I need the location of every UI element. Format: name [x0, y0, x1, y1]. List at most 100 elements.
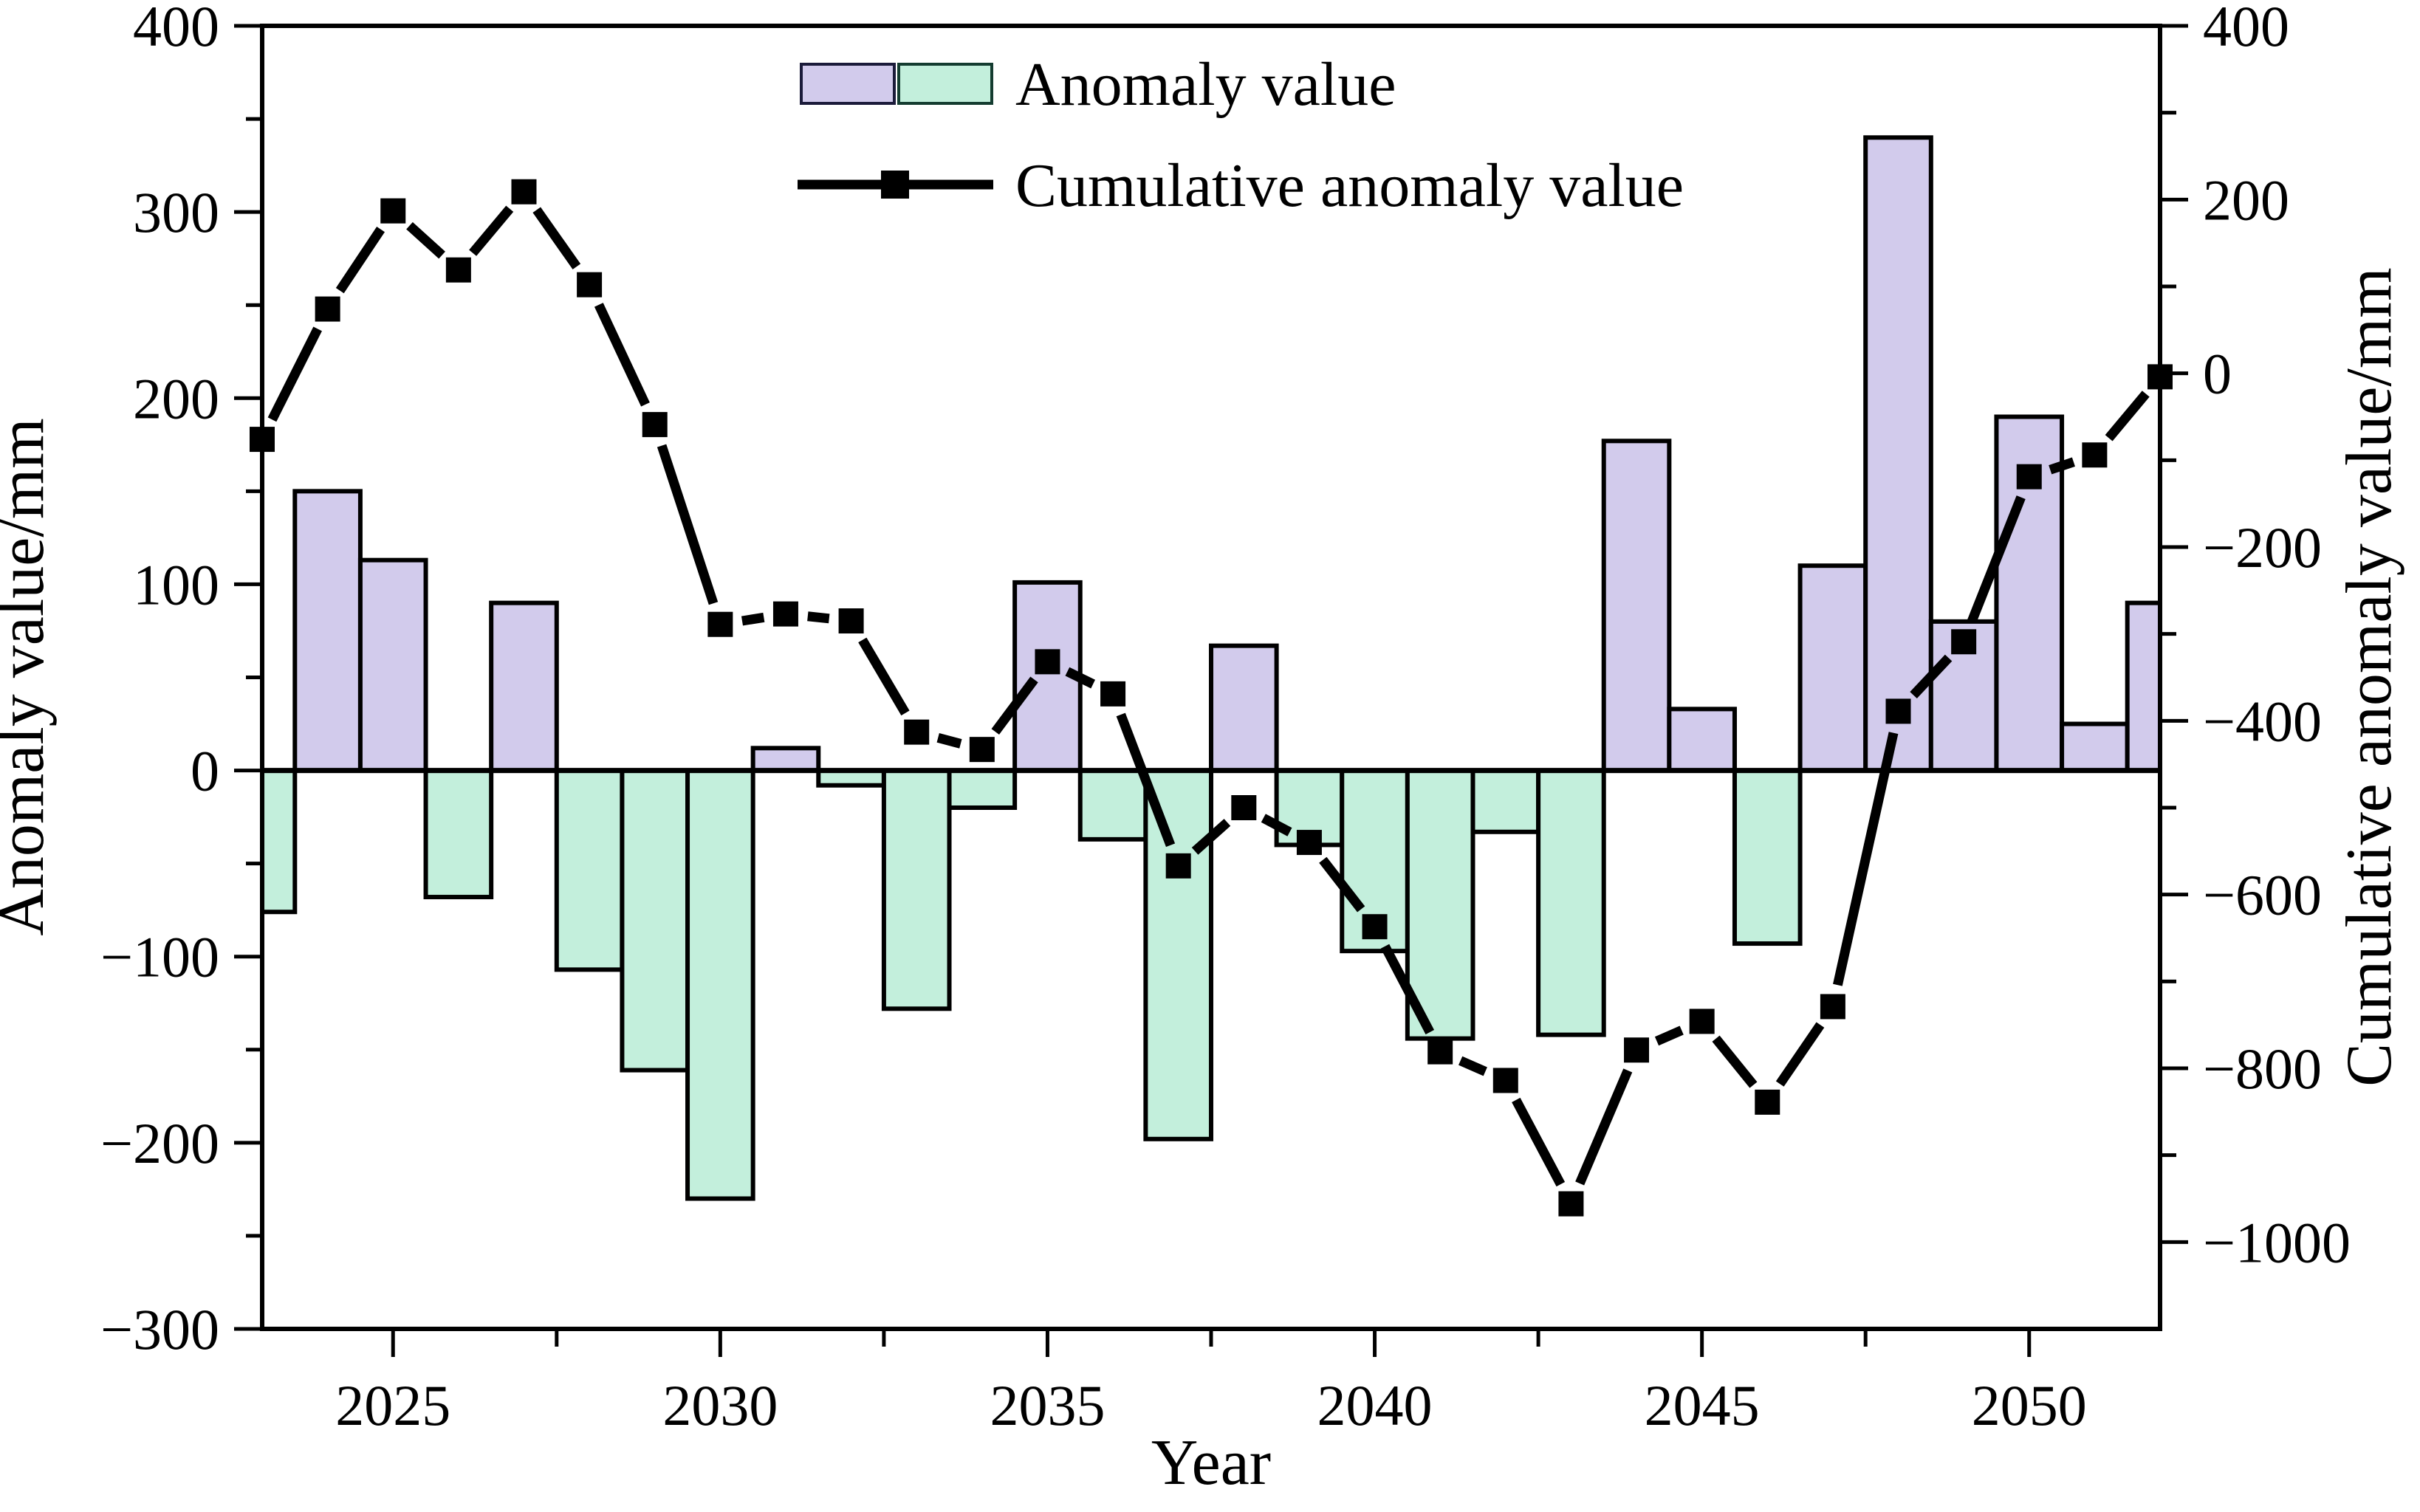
cumulative-segment-2037-2038: [1191, 819, 1231, 855]
left-axis-title: Anomaly value/mm: [0, 418, 58, 935]
anomaly-negative-swatch: [897, 63, 993, 105]
marker-2043: [1558, 1191, 1584, 1217]
left-tick-label-100: 100: [133, 552, 219, 616]
right-axis-title: Cumulative anomaly value/mm: [2334, 267, 2405, 1087]
x-tick-label-2025: 2025: [335, 1373, 450, 1437]
marker-2024: [315, 296, 340, 322]
right-tick-label--800: −800: [2203, 1037, 2322, 1101]
marker-2034: [969, 737, 995, 763]
marker-2048: [1885, 698, 1911, 724]
cumulative-segment-2043-2044: [1575, 1068, 1633, 1186]
left-tick-label-200: 200: [133, 366, 219, 430]
bar-2044: [1601, 439, 1672, 773]
bars-group: [262, 135, 2160, 1201]
cumulative-segment-2040-2041: [1380, 944, 1435, 1035]
cumulative-segment-2049-2050: [1967, 495, 2026, 623]
marker-2047: [1820, 994, 1845, 1020]
marker-2028: [577, 272, 603, 298]
marker-2032: [838, 608, 864, 634]
right-tick-label--1000: −1000: [2203, 1210, 2351, 1274]
x-tick-label-2030: 2030: [662, 1373, 778, 1437]
bar-2036: [1077, 768, 1148, 842]
marker-2046: [1755, 1089, 1780, 1115]
cumulative-segment-2029-2030: [657, 444, 719, 605]
marker-2036: [1100, 681, 1126, 707]
cumulative-segment-2048-2049: [1910, 654, 1953, 699]
left-tick-label-400: 400: [133, 0, 219, 58]
bar-2025: [357, 557, 428, 773]
cumulative-segment-2039-2040: [1319, 856, 1365, 913]
marker-2026: [445, 257, 471, 283]
bar-2026: [423, 768, 494, 900]
cumulative-segment-2042-2043: [1512, 1097, 1566, 1187]
bar-2051: [2060, 721, 2130, 773]
marker-2045: [1689, 1008, 1715, 1034]
cumulative-segment-2041-2042: [1458, 1056, 1487, 1076]
left-tick-label--200: −200: [100, 1111, 219, 1175]
cumulative-segment-2033-2034: [936, 733, 962, 749]
legend-cumulative-label: Cumulative anomaly value: [1015, 151, 1684, 220]
bar-2037: [1143, 768, 1213, 1141]
left-tick-label-0: 0: [191, 739, 219, 803]
right-tick-label--600: −600: [2203, 863, 2322, 927]
marker-2038: [1231, 795, 1257, 820]
x-axis-title: Year: [1151, 1427, 1271, 1499]
bar-2045: [1667, 707, 1737, 773]
cumulative-segment-2036-2037: [1116, 712, 1176, 848]
cumulative-segment-2032-2033: [858, 637, 910, 716]
right-tick-label-0: 0: [2203, 342, 2232, 406]
bar-2041: [1405, 768, 1475, 1041]
legend-anomaly-label: Anomaly value: [1015, 50, 1396, 119]
marker-2049: [1951, 629, 1977, 655]
cumulative-segment-2047-2048: [1833, 732, 1899, 986]
cumulative-segment-2050-2051: [2049, 457, 2075, 475]
bar-2033: [881, 768, 952, 1011]
x-tick-label-2050: 2050: [1972, 1373, 2087, 1437]
cumulative-segment-2045-2046: [1712, 1035, 1758, 1088]
cumulative-segment-2051-2052: [2105, 391, 2150, 441]
bar-2027: [489, 600, 559, 773]
x-tick-label-2040: 2040: [1317, 1373, 1433, 1437]
marker-2035: [1035, 649, 1060, 675]
cumulative-segment-2031-2032: [807, 611, 830, 624]
cumulative-segment-2046-2047: [1775, 1022, 1825, 1087]
marker-2033: [904, 719, 930, 745]
bar-2046: [1732, 768, 1803, 946]
cumulative-segment-2038-2039: [1261, 814, 1292, 836]
bar-2042: [1470, 768, 1541, 834]
cumulative-segment-2034-2035: [991, 676, 1038, 735]
bar-2029: [620, 768, 690, 1073]
bar-2047: [1797, 563, 1868, 773]
bar-2024: [292, 489, 363, 773]
cumulative-line-group: [250, 179, 2173, 1217]
right-tick-label--400: −400: [2203, 689, 2322, 753]
x-tick-label-2035: 2035: [990, 1373, 1105, 1437]
marker-2030: [707, 611, 733, 637]
marker-2029: [642, 412, 668, 438]
marker-2027: [511, 179, 537, 205]
cumulative-segment-2023-2024: [267, 326, 322, 422]
bar-2031: [750, 746, 821, 773]
bar-2052: [2125, 600, 2160, 773]
cumulative-segment-2044-2045: [1654, 1025, 1684, 1046]
marker-2031: [772, 601, 798, 627]
left-tick-label--100: −100: [100, 925, 219, 989]
x-tick-label-2045: 2045: [1645, 1373, 1760, 1437]
marker-2037: [1165, 853, 1191, 879]
marker-2042: [1492, 1068, 1518, 1093]
legend: Anomaly value Cumulative anomaly value: [798, 50, 1684, 220]
bar-2034: [947, 768, 1018, 810]
cumulative-segment-2025-2026: [406, 221, 445, 259]
bar-2028: [554, 768, 625, 972]
marker-2025: [380, 198, 406, 224]
plot-box: [260, 24, 2162, 1331]
left-tick-label-300: 300: [133, 180, 219, 244]
legend-square-marker: [881, 171, 909, 199]
marker-2041: [1427, 1039, 1453, 1065]
bar-2048: [1863, 135, 1933, 773]
bar-2043: [1536, 768, 1606, 1037]
cumulative-segment-2026-2027: [469, 205, 514, 256]
cumulative-segment-2028-2029: [594, 303, 650, 407]
